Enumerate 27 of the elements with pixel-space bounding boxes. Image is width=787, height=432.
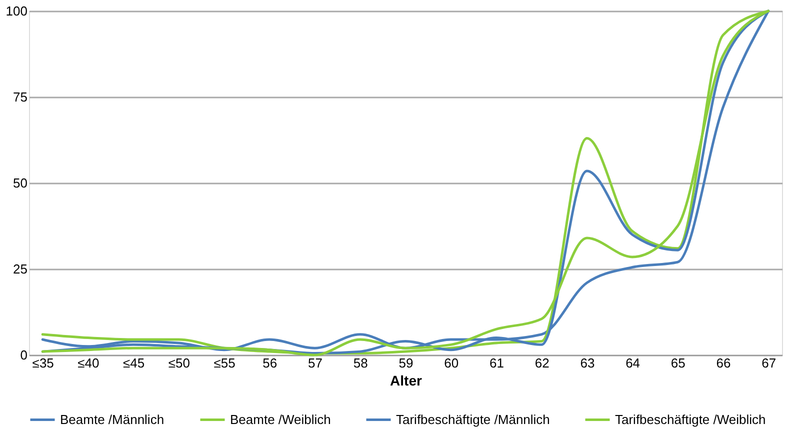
x-tick-label: ≤45 bbox=[123, 356, 145, 370]
x-tick-label: 58 bbox=[353, 356, 368, 370]
x-tick-label: ≤55 bbox=[214, 356, 236, 370]
x-tick-label: 67 bbox=[762, 356, 776, 370]
y-tick-label: 0 bbox=[20, 348, 28, 362]
x-tick-label: 59 bbox=[398, 356, 414, 370]
legend-label: Tarifbeschäftigte /Männlich bbox=[396, 412, 550, 427]
x-tick-label: 64 bbox=[626, 356, 640, 370]
x-tick-label: 66 bbox=[716, 356, 731, 370]
x-tick-label: 63 bbox=[580, 356, 595, 370]
legend-label: Tarifbeschäftigte /Weiblich bbox=[615, 412, 766, 427]
y-tick-label: 25 bbox=[13, 262, 28, 276]
y-tick-label: 100 bbox=[6, 4, 28, 18]
x-tick-label: 56 bbox=[262, 356, 278, 370]
x-tick-label: 62 bbox=[534, 356, 550, 370]
x-axis-title: Alter bbox=[390, 372, 422, 388]
x-tick-label: 61 bbox=[489, 356, 504, 370]
x-tick-label: ≤35 bbox=[32, 356, 54, 370]
y-tick-label: 50 bbox=[13, 176, 28, 190]
x-tick-label: 60 bbox=[444, 356, 459, 370]
legend-label: Beamte /Weiblich bbox=[230, 412, 331, 427]
y-tick-label: 75 bbox=[13, 90, 28, 104]
x-tick-label: ≤50 bbox=[168, 356, 190, 370]
legend-label: Beamte /Männlich bbox=[60, 412, 164, 427]
x-tick-label: 65 bbox=[670, 356, 686, 370]
x-tick-label: 57 bbox=[308, 356, 323, 370]
x-tick-label: ≤40 bbox=[78, 356, 100, 370]
